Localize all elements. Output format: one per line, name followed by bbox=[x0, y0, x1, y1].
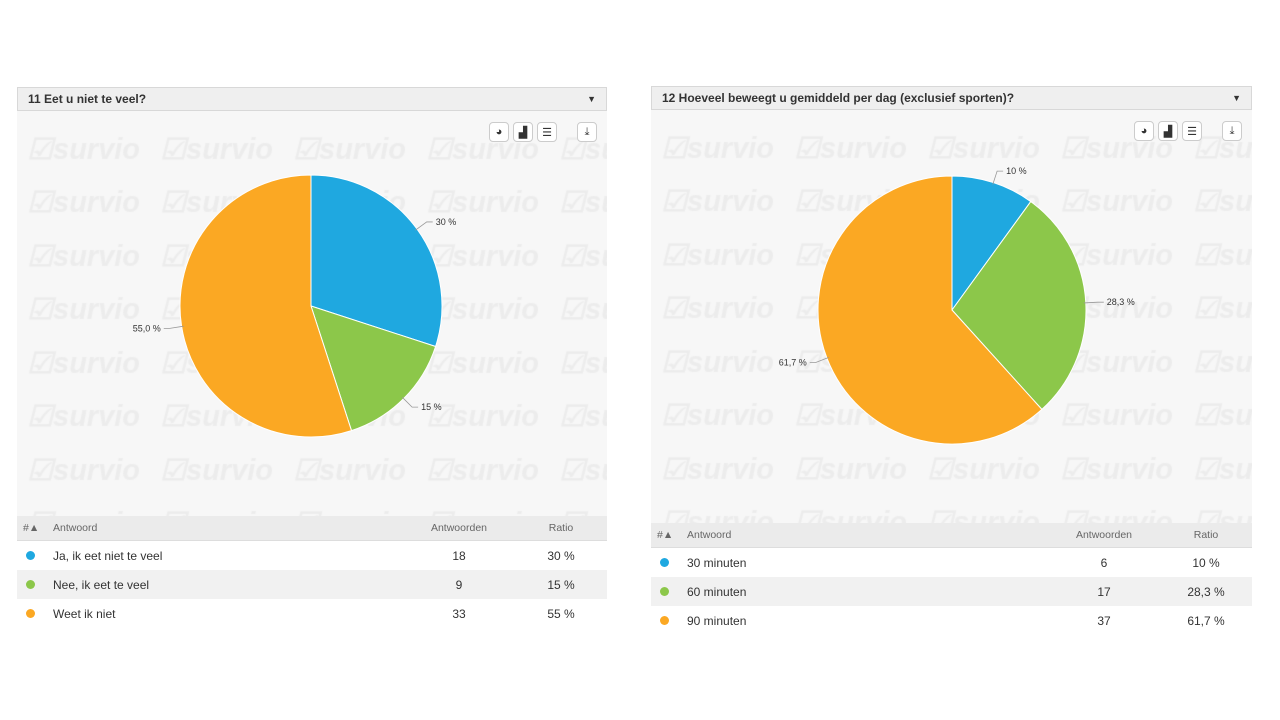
answer-label: 90 minuten bbox=[686, 606, 1048, 629]
legend-dot bbox=[660, 615, 669, 625]
col-count[interactable]: Antwoorden bbox=[1048, 523, 1160, 548]
bar-chart-icon[interactable]: ▟ bbox=[513, 122, 533, 142]
label-leader-line bbox=[401, 396, 419, 408]
question-title: 11 Eet u niet te veel? bbox=[28, 92, 147, 106]
label-leader-line bbox=[415, 221, 433, 231]
pie-chart: 10 % 28,3 % 61,7 % bbox=[779, 166, 1135, 445]
chart-toolbar: ◕ ▟ ☰ ⤓ bbox=[1134, 121, 1242, 141]
answer-ratio: 15 % bbox=[515, 570, 607, 599]
answer-ratio: 55 % bbox=[515, 599, 607, 628]
answer-label: Nee, ik eet te veel bbox=[52, 570, 403, 599]
chart-toolbar: ◕ ▟ ☰ ⤓ bbox=[489, 122, 597, 142]
question-title: 12 Hoeveel beweegt u gemiddeld per dag (… bbox=[662, 91, 1015, 105]
table-row: 60 minuten 17 28,3 % bbox=[651, 577, 1252, 606]
caret-down-icon[interactable]: ▼ bbox=[1232, 93, 1241, 103]
col-ratio[interactable]: Ratio bbox=[1160, 523, 1252, 548]
table-view-icon[interactable]: ☰ bbox=[1182, 121, 1202, 141]
pie-chart: 30 % 15 % 55,0 % bbox=[133, 174, 457, 438]
caret-down-icon[interactable]: ▼ bbox=[587, 94, 596, 104]
label-leader-line bbox=[809, 357, 829, 363]
answer-ratio: 61,7 % bbox=[1160, 606, 1252, 629]
label-leader-line bbox=[163, 325, 184, 329]
table-view-icon[interactable]: ☰ bbox=[537, 122, 557, 142]
question-header[interactable]: 12 Hoeveel beweegt u gemiddeld per dag (… bbox=[651, 86, 1252, 110]
col-answer[interactable]: Antwoord bbox=[52, 516, 403, 541]
table-row: 30 minuten 6 10 % bbox=[651, 547, 1252, 577]
col-ratio[interactable]: Ratio bbox=[515, 516, 607, 541]
table-row: 90 minuten 37 61,7 % bbox=[651, 606, 1252, 629]
table-row: Ja, ik eet niet te veel 18 30 % bbox=[17, 540, 607, 570]
slice-label: 10 % bbox=[1006, 166, 1027, 176]
table-header: #▲ Antwoord Antwoorden Ratio bbox=[651, 523, 1252, 548]
answer-ratio: 30 % bbox=[515, 540, 607, 570]
question-header[interactable]: 11 Eet u niet te veel? ▼ bbox=[17, 87, 607, 111]
answer-label: 60 minuten bbox=[686, 577, 1048, 606]
slice-label: 30 % bbox=[436, 217, 457, 227]
col-answer[interactable]: Antwoord bbox=[686, 523, 1048, 548]
answer-ratio: 28,3 % bbox=[1160, 577, 1252, 606]
answer-label: 30 minuten bbox=[686, 547, 1048, 577]
legend-dot bbox=[660, 586, 669, 596]
col-count[interactable]: Antwoorden bbox=[403, 516, 515, 541]
answer-count: 17 bbox=[1048, 577, 1160, 606]
pie-chart-icon[interactable]: ◕ bbox=[1134, 121, 1154, 141]
label-leader-line bbox=[992, 170, 1004, 185]
answer-count: 6 bbox=[1048, 547, 1160, 577]
col-number[interactable]: #▲ bbox=[651, 523, 686, 548]
slice-label: 15 % bbox=[421, 402, 442, 412]
answer-count: 33 bbox=[403, 599, 515, 628]
legend-dot bbox=[660, 557, 669, 567]
table-header: #▲ Antwoord Antwoorden Ratio bbox=[17, 516, 607, 541]
table-row: Nee, ik eet te veel 9 15 % bbox=[17, 570, 607, 599]
slice-label: 61,7 % bbox=[779, 357, 807, 367]
col-number[interactable]: #▲ bbox=[17, 516, 52, 541]
answers-table: #▲ Antwoord Antwoorden Ratio 30 minuten 6 10 … bbox=[651, 523, 1252, 629]
legend-dot bbox=[26, 550, 35, 560]
slice-label: 55,0 % bbox=[133, 323, 161, 333]
question-panel-11: 11 Eet u niet te veel? ▼ ◕ ▟ ☰ ⤓ 30 % 15 %… bbox=[17, 87, 607, 628]
download-icon[interactable]: ⤓ bbox=[577, 122, 597, 142]
legend-dot bbox=[26, 608, 35, 618]
question-panel-12: 12 Hoeveel beweegt u gemiddeld per dag (… bbox=[651, 86, 1252, 629]
slice-label: 28,3 % bbox=[1107, 297, 1135, 307]
answer-label: Ja, ik eet niet te veel bbox=[52, 540, 403, 570]
pie-chart-icon[interactable]: ◕ bbox=[489, 122, 509, 142]
table-row: Weet ik niet 33 55 % bbox=[17, 599, 607, 628]
answer-count: 18 bbox=[403, 540, 515, 570]
answer-ratio: 10 % bbox=[1160, 547, 1252, 577]
bar-chart-icon[interactable]: ▟ bbox=[1158, 121, 1178, 141]
download-icon[interactable]: ⤓ bbox=[1222, 121, 1242, 141]
legend-dot bbox=[26, 579, 35, 589]
answer-count: 9 bbox=[403, 570, 515, 599]
answer-count: 37 bbox=[1048, 606, 1160, 629]
answer-label: Weet ik niet bbox=[52, 599, 403, 628]
label-leader-line bbox=[1083, 301, 1104, 304]
answers-table: #▲ Antwoord Antwoorden Ratio Ja, ik eet nie… bbox=[17, 516, 607, 628]
